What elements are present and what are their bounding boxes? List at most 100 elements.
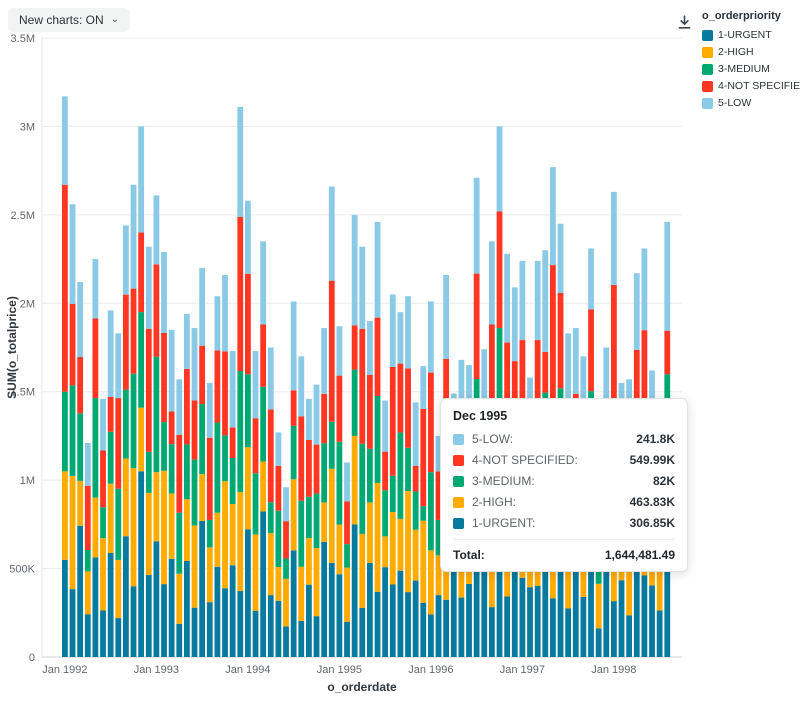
bar-segment[interactable] xyxy=(534,340,541,428)
bar-segment[interactable] xyxy=(473,273,480,379)
bar-segment[interactable] xyxy=(69,385,76,476)
bar-segment[interactable] xyxy=(603,347,610,425)
bar-segment[interactable] xyxy=(344,567,350,622)
bar-segment[interactable] xyxy=(62,559,68,657)
bar-segment[interactable] xyxy=(550,265,556,403)
bar-segment[interactable] xyxy=(69,204,76,304)
bar-segment[interactable] xyxy=(168,558,175,657)
bar-segment[interactable] xyxy=(306,496,312,539)
bar-segment[interactable] xyxy=(351,325,358,370)
bar-segment[interactable] xyxy=(389,511,396,585)
bar-segment[interactable] xyxy=(153,356,160,473)
bar-segment[interactable] xyxy=(130,373,137,469)
bar-segment[interactable] xyxy=(435,471,442,520)
bar-segment[interactable] xyxy=(344,544,350,568)
bar-segment[interactable] xyxy=(115,488,122,560)
bar-segment[interactable] xyxy=(206,602,213,657)
bar-segment[interactable] xyxy=(298,566,305,621)
bar-segment[interactable] xyxy=(633,273,640,350)
bar-segment[interactable] xyxy=(92,259,99,319)
bar-segment[interactable] xyxy=(77,282,84,358)
bar-segment[interactable] xyxy=(588,248,594,310)
bar-segment[interactable] xyxy=(138,312,145,408)
bar-segment[interactable] xyxy=(115,618,122,657)
bar-segment[interactable] xyxy=(328,280,335,422)
bar-segment[interactable] xyxy=(123,389,129,459)
bar-segment[interactable] xyxy=(184,444,190,500)
bar-segment[interactable] xyxy=(100,538,106,611)
bar-segment[interactable] xyxy=(389,584,396,657)
bar-segment[interactable] xyxy=(191,328,198,401)
bar-segment[interactable] xyxy=(458,597,465,657)
bar-segment[interactable] xyxy=(359,246,366,329)
bar-segment[interactable] xyxy=(145,574,152,657)
bar-segment[interactable] xyxy=(603,564,610,657)
bar-segment[interactable] xyxy=(367,374,373,449)
bar-segment[interactable] xyxy=(237,491,244,592)
bar-segment[interactable] xyxy=(466,583,472,657)
bar-segment[interactable] xyxy=(267,533,274,596)
bar-segment[interactable] xyxy=(222,274,228,352)
bar-segment[interactable] xyxy=(252,473,259,535)
bar-segment[interactable] xyxy=(633,522,640,657)
bar-segment[interactable] xyxy=(275,566,282,601)
bar-segment[interactable] xyxy=(229,351,236,428)
bar-segment[interactable] xyxy=(496,126,503,212)
bar-segment[interactable] xyxy=(435,555,442,596)
bar-segment[interactable] xyxy=(405,592,411,657)
bar-segment[interactable] xyxy=(359,533,366,608)
bar-segment[interactable] xyxy=(306,440,312,497)
bar-segment[interactable] xyxy=(504,342,511,416)
bar-segment[interactable] xyxy=(382,567,389,657)
bar-segment[interactable] xyxy=(260,324,267,387)
bar-segment[interactable] xyxy=(237,216,244,372)
bar-segment[interactable] xyxy=(184,560,190,657)
legend-item-2-high[interactable]: 2-HIGH xyxy=(702,46,800,58)
bar-segment[interactable] xyxy=(435,519,442,556)
bar-segment[interactable] xyxy=(92,497,99,558)
bar-segment[interactable] xyxy=(420,366,427,409)
bar-segment[interactable] xyxy=(344,501,350,545)
bar-segment[interactable] xyxy=(496,328,503,413)
bar-segment[interactable] xyxy=(69,475,76,590)
download-button[interactable] xyxy=(672,10,696,34)
bar-segment[interactable] xyxy=(405,368,411,448)
bar-segment[interactable] xyxy=(572,541,579,657)
bar-segment[interactable] xyxy=(633,349,640,408)
bar-segment[interactable] xyxy=(481,349,488,427)
bar-segment[interactable] xyxy=(397,312,404,364)
bar-segment[interactable] xyxy=(473,570,480,657)
bar-segment[interactable] xyxy=(649,370,655,414)
bar-segment[interactable] xyxy=(306,538,312,585)
bar-segment[interactable] xyxy=(389,475,396,512)
bar-segment[interactable] xyxy=(130,184,137,289)
bar-segment[interactable] xyxy=(168,444,175,494)
bar-segment[interactable] xyxy=(664,221,671,331)
bar-segment[interactable] xyxy=(313,444,320,494)
bar-segment[interactable] xyxy=(428,372,434,473)
bar-segment[interactable] xyxy=(473,177,480,274)
bar-segment[interactable] xyxy=(557,223,564,294)
bar-segment[interactable] xyxy=(161,333,167,423)
bar-segment[interactable] xyxy=(504,596,511,657)
bar-segment[interactable] xyxy=(565,333,572,405)
bar-segment[interactable] xyxy=(176,512,183,574)
bar-segment[interactable] xyxy=(397,518,404,571)
bar-segment[interactable] xyxy=(267,502,274,534)
bar-segment[interactable] xyxy=(321,502,328,542)
bar-segment[interactable] xyxy=(489,324,495,441)
bar-segment[interactable] xyxy=(489,241,495,325)
bar-segment[interactable] xyxy=(84,614,91,657)
bar-segment[interactable] xyxy=(557,293,564,389)
bar-segment[interactable] xyxy=(138,407,145,472)
bar-segment[interactable] xyxy=(130,586,137,657)
bar-segment[interactable] xyxy=(214,422,221,513)
bar-segment[interactable] xyxy=(260,511,267,657)
bar-segment[interactable] xyxy=(656,538,663,611)
bar-segment[interactable] xyxy=(412,580,419,657)
bar-segment[interactable] xyxy=(649,585,655,657)
bar-segment[interactable] xyxy=(443,599,450,657)
bar-segment[interactable] xyxy=(229,458,236,505)
bar-segment[interactable] xyxy=(336,574,343,657)
bar-segment[interactable] xyxy=(481,564,488,657)
